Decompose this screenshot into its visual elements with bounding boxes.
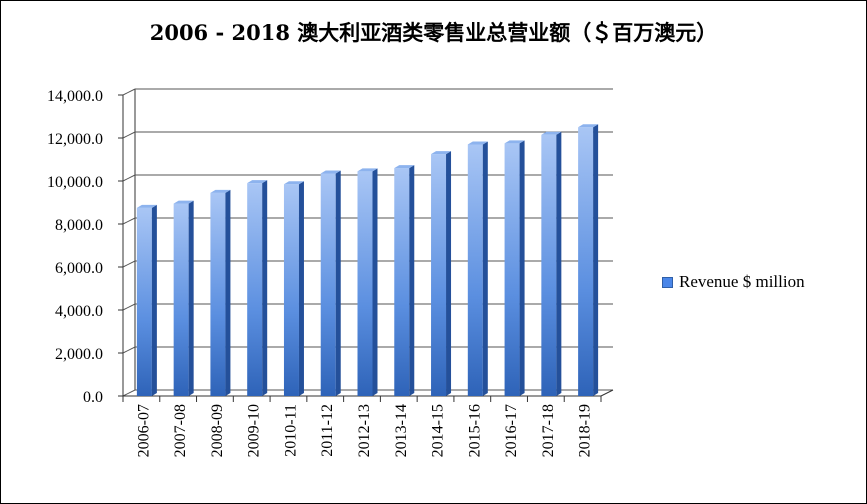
gridline-diagonal [122, 217, 136, 225]
x-tick-label: 2009-10 [246, 404, 263, 457]
x-tick-label: 2008-09 [209, 404, 226, 457]
bar [357, 168, 378, 396]
gridline-diagonal [122, 389, 136, 397]
bar [394, 165, 415, 396]
bar-top [541, 131, 562, 135]
bar-top [210, 189, 231, 193]
x-tick-label: 2015-16 [466, 404, 483, 457]
bar [467, 141, 488, 396]
chart-title: 2006 - 2018 澳大利亚酒类零售业总营业额（＄百万澳元） [149, 20, 718, 45]
x-tick-label: 2010-11 [282, 404, 299, 457]
y-tick-label: 4,000.0 [55, 303, 103, 320]
bar-front [541, 134, 557, 396]
bar-side [335, 170, 341, 396]
bar-side [225, 189, 231, 396]
bar-side [372, 168, 378, 396]
x-tick-label: 2007-08 [172, 404, 189, 457]
bar [431, 151, 452, 396]
gridline-diagonal [122, 131, 136, 139]
bar-front [431, 154, 447, 396]
y-tick-label: 12,000.0 [47, 131, 103, 148]
bar-top [247, 180, 268, 184]
y-tick-label: 6,000.0 [55, 260, 103, 277]
bar-top [320, 170, 341, 174]
bar-side [151, 204, 157, 396]
bar-front [357, 171, 373, 396]
bar-front [283, 184, 299, 396]
x-tick-label: 2014-15 [430, 404, 447, 457]
gridline-diagonal [122, 174, 136, 182]
bar-side [446, 151, 452, 396]
y-tick-label: 8,000.0 [55, 217, 103, 234]
bar-top [431, 151, 452, 155]
bar-side [262, 180, 268, 396]
bar-front [467, 144, 483, 396]
gridline-diagonal [122, 260, 136, 268]
bar [578, 124, 599, 396]
tick-labels: 0.0 2,000.0 4,000.0 6,000.0 8,000.0 10,000.0 1… [47, 88, 594, 457]
bar-front [136, 207, 152, 396]
bar [504, 140, 525, 396]
bar [210, 189, 231, 396]
bar [283, 181, 304, 396]
bar [173, 200, 194, 396]
gridline-diagonal [122, 303, 136, 311]
x-tick-label: 2017-18 [540, 404, 557, 457]
y-tick-label: 10,000.0 [47, 174, 103, 191]
bar-top [394, 165, 415, 169]
y-tick-label: 0.0 [83, 389, 103, 406]
bar-side [519, 140, 525, 396]
x-tick-label: 2011-12 [319, 404, 336, 457]
bar-top [578, 124, 599, 128]
gridline-diagonal [122, 88, 136, 96]
bars [136, 124, 599, 396]
bar [247, 180, 268, 396]
legend-label: Revenue $ million [679, 272, 805, 291]
bar-side [188, 200, 194, 396]
bar-front [247, 183, 263, 396]
x-tick-label: 2016-17 [503, 404, 520, 457]
x-tick-label: 2012-13 [356, 404, 373, 457]
bar-top [173, 200, 194, 204]
bar-front [173, 203, 189, 396]
bar-side [298, 181, 304, 396]
bar-front [394, 168, 410, 396]
bar-top [357, 168, 378, 172]
bar [136, 204, 157, 396]
bar-top [136, 204, 157, 208]
bar-front [578, 127, 594, 396]
bar [320, 170, 341, 396]
gridline-diagonal [122, 346, 136, 354]
legend: Revenue $ million [662, 272, 805, 292]
bar-side [482, 141, 488, 396]
bar-top [504, 140, 525, 144]
bar-front [210, 192, 226, 396]
x-tick-label: 2006-07 [135, 404, 152, 457]
bar-front [320, 173, 336, 396]
x-tick-label: 2018-19 [577, 404, 594, 457]
bar-front [504, 143, 520, 396]
x-tick-label: 2013-14 [393, 404, 410, 457]
y-tick-label: 2,000.0 [55, 346, 103, 363]
bar-side [556, 131, 562, 396]
bar-top [467, 141, 488, 145]
bar-side [409, 165, 415, 396]
bar-top [283, 181, 304, 185]
y-tick-label: 14,000.0 [47, 88, 103, 105]
floor-edge [600, 389, 614, 397]
bar [541, 131, 562, 396]
bar-side [593, 124, 599, 396]
legend-swatch [662, 276, 673, 288]
